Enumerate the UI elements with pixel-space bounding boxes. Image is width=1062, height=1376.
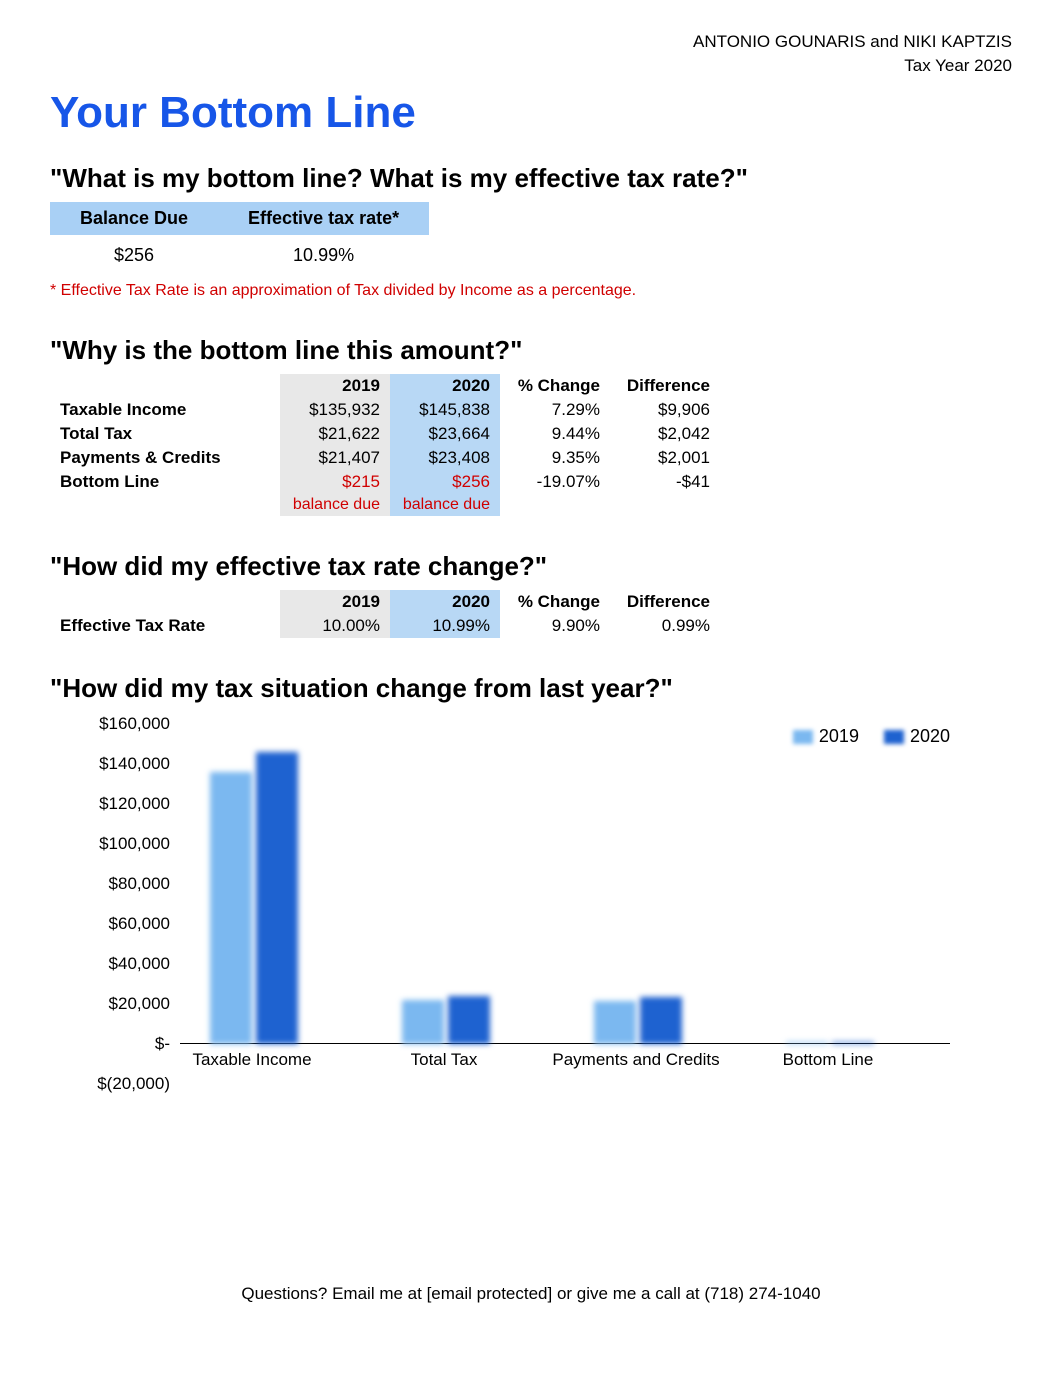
- row-label: Payments & Credits: [50, 446, 280, 470]
- cell-diff: $9,906: [610, 398, 720, 422]
- table-row: Payments & Credits$21,407$23,4089.35%$2,…: [50, 446, 720, 470]
- cell-pct: -19.07%: [500, 470, 610, 494]
- y-axis-label: $60,000: [70, 914, 170, 934]
- y-axis-label: $100,000: [70, 834, 170, 854]
- rate-2019: 10.00%: [280, 614, 390, 638]
- breakdown-table: 2019 2020 % Change Difference Taxable In…: [50, 374, 720, 516]
- table-row: Taxable Income$135,932$145,8387.29%$9,90…: [50, 398, 720, 422]
- cell-diff: $2,042: [610, 422, 720, 446]
- rate-pct: 9.90%: [500, 614, 610, 638]
- chart-bar: [832, 1042, 874, 1044]
- chart-bar: [594, 1001, 636, 1044]
- y-axis-label: $-: [70, 1034, 170, 1054]
- cell-diff: $2,001: [610, 446, 720, 470]
- sublabel-2019: balance due: [280, 494, 390, 516]
- x-axis-label: Taxable Income: [162, 1050, 342, 1070]
- chart-bar: [448, 996, 490, 1043]
- cell-2019: $21,622: [280, 422, 390, 446]
- effective-rate-value: 10.99%: [218, 235, 429, 276]
- cell-2020: $256: [390, 470, 500, 494]
- rate-col-2020: 2020: [390, 590, 500, 614]
- cell-pct: 9.44%: [500, 422, 610, 446]
- rate-col-diff: Difference: [610, 590, 720, 614]
- tax-change-chart: 2019 2020 $(20,000)$-$20,000$40,000$60,0…: [70, 714, 970, 1144]
- y-axis-label: $140,000: [70, 754, 170, 774]
- sublabel-2020: balance due: [390, 494, 500, 516]
- y-axis-label: $40,000: [70, 954, 170, 974]
- summary-col-balance: Balance Due: [50, 202, 218, 235]
- page-title: Your Bottom Line: [50, 88, 1012, 138]
- rate-diff: 0.99%: [610, 614, 720, 638]
- cell-2019: $21,407: [280, 446, 390, 470]
- rate-row-label: Effective Tax Rate: [50, 614, 280, 638]
- summary-table: Balance Due Effective tax rate* $256 10.…: [50, 202, 429, 276]
- cell-2020: $145,838: [390, 398, 500, 422]
- rate-2020: 10.99%: [390, 614, 500, 638]
- balance-due-value: $256: [50, 235, 218, 276]
- x-axis-label: Total Tax: [354, 1050, 534, 1070]
- chart-bar: [210, 772, 252, 1044]
- table-row: Total Tax$21,622$23,6649.44%$2,042: [50, 422, 720, 446]
- rate-change-table: 2019 2020 % Change Difference Effective …: [50, 590, 720, 638]
- chart-bar: [256, 752, 298, 1044]
- chart-bar: [640, 997, 682, 1044]
- col-difference: Difference: [610, 374, 720, 398]
- footer-contact: Questions? Email me at [email protected]…: [50, 1284, 1012, 1304]
- section2-heading: "Why is the bottom line this amount?": [50, 335, 1012, 366]
- rate-col-pct: % Change: [500, 590, 610, 614]
- chart-bar: [786, 1042, 828, 1044]
- y-axis-label: $160,000: [70, 714, 170, 734]
- effective-rate-footnote: * Effective Tax Rate is an approximation…: [50, 282, 1012, 300]
- y-axis-label: $20,000: [70, 994, 170, 1014]
- x-axis-label: Payments and Credits: [546, 1050, 726, 1070]
- row-label: Taxable Income: [50, 398, 280, 422]
- rate-col-2019: 2019: [280, 590, 390, 614]
- section1-heading: "What is my bottom line? What is my effe…: [50, 163, 1012, 194]
- y-axis-label: $80,000: [70, 874, 170, 894]
- row-label: Bottom Line: [50, 470, 280, 494]
- cell-2020: $23,664: [390, 422, 500, 446]
- col-2019: 2019: [280, 374, 390, 398]
- cell-2019: $135,932: [280, 398, 390, 422]
- cell-pct: 7.29%: [500, 398, 610, 422]
- cell-pct: 9.35%: [500, 446, 610, 470]
- tax-year: Tax Year 2020: [50, 54, 1012, 78]
- cell-2020: $23,408: [390, 446, 500, 470]
- col-pct-change: % Change: [500, 374, 610, 398]
- section4-heading: "How did my tax situation change from la…: [50, 673, 1012, 704]
- table-row: Bottom Line$215$256-19.07%-$41: [50, 470, 720, 494]
- client-names: ANTONIO GOUNARIS and NIKI KAPTZIS: [50, 30, 1012, 54]
- cell-2019: $215: [280, 470, 390, 494]
- col-2020: 2020: [390, 374, 500, 398]
- y-axis-label: $(20,000): [70, 1074, 170, 1094]
- section3-heading: "How did my effective tax rate change?": [50, 551, 1012, 582]
- y-axis-label: $120,000: [70, 794, 170, 814]
- summary-col-rate: Effective tax rate*: [218, 202, 429, 235]
- row-label: Total Tax: [50, 422, 280, 446]
- chart-bar: [402, 1000, 444, 1043]
- x-axis-label: Bottom Line: [738, 1050, 918, 1070]
- cell-diff: -$41: [610, 470, 720, 494]
